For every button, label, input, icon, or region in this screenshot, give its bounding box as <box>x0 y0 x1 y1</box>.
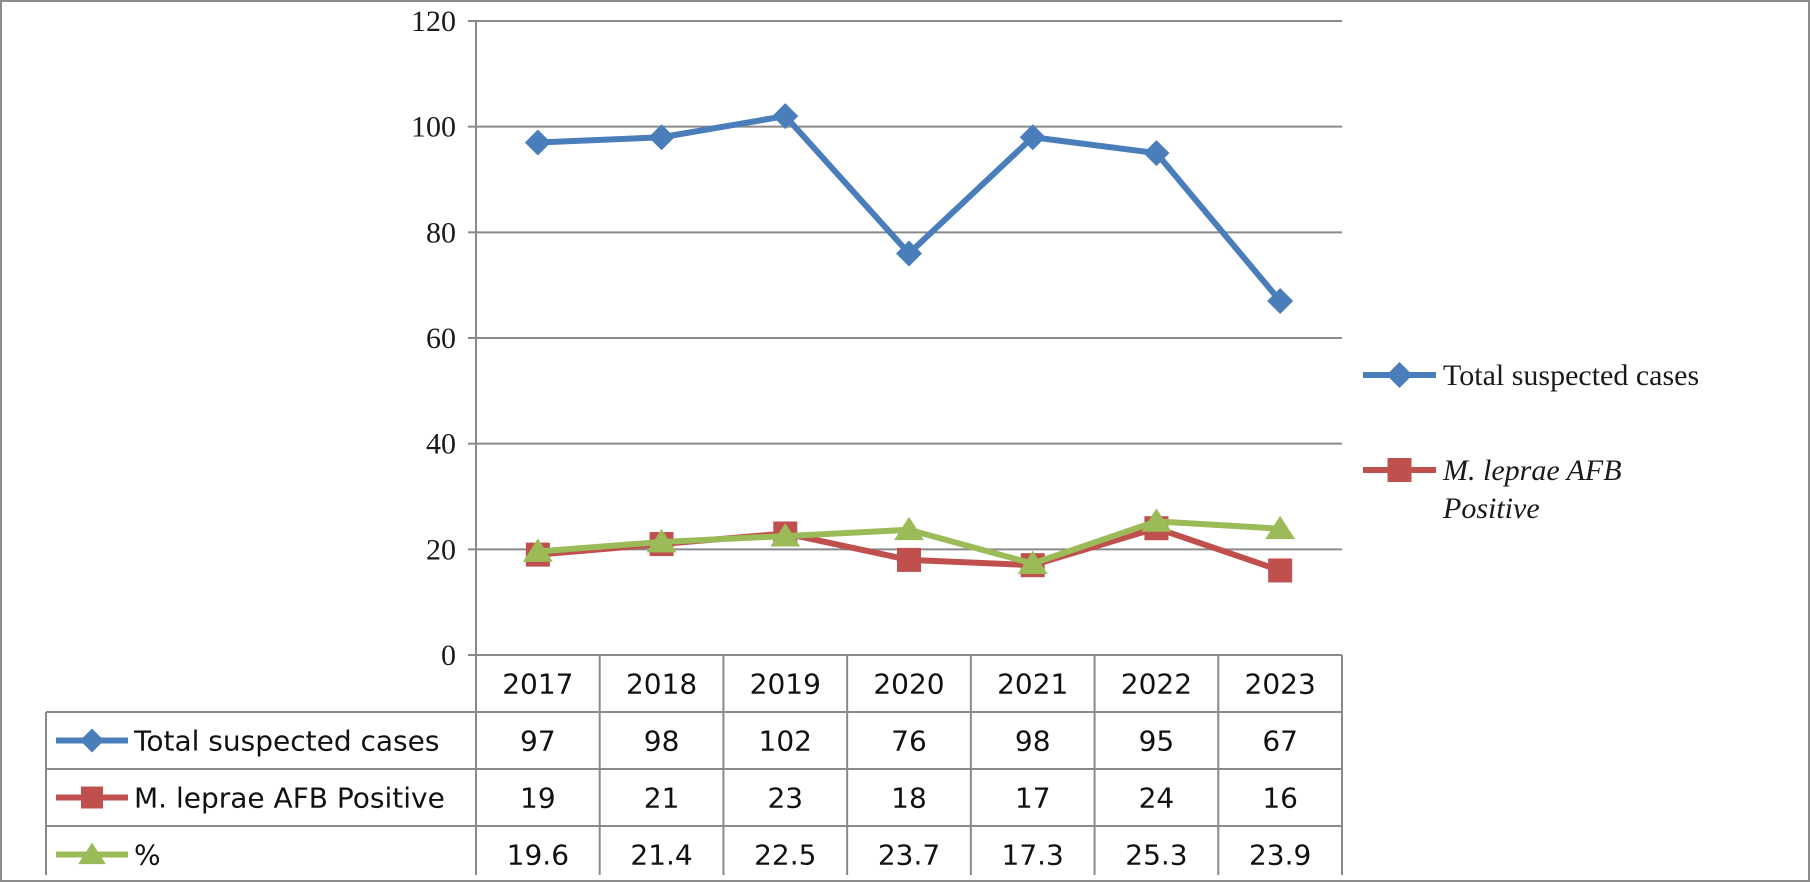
table-cell: 21 <box>644 782 680 815</box>
table-cell: 24 <box>1139 782 1175 815</box>
series-line <box>534 113 1284 305</box>
x-category-label: 2023 <box>1245 668 1316 701</box>
table-cell: 17.3 <box>1002 839 1064 872</box>
row-series-label: Total suspected cases <box>133 725 439 758</box>
data-point <box>897 547 921 572</box>
y-tick-label: 0 <box>441 639 456 672</box>
data-point <box>1141 508 1172 532</box>
table-cell: 19.6 <box>507 839 569 872</box>
data-point <box>648 124 675 151</box>
legend: Total suspected cases M. leprae AFB Positi… <box>1363 359 1699 525</box>
x-category-label: 2018 <box>626 668 697 701</box>
row-legend-marker <box>78 842 106 865</box>
table-cell: 98 <box>644 725 680 758</box>
x-category-label: 2017 <box>502 668 573 701</box>
legend-label: Positive <box>1442 492 1540 525</box>
y-tick-label: 20 <box>426 533 456 566</box>
y-tick-label: 60 <box>426 322 456 355</box>
y-axis: 0 20 40 60 80 100 120 <box>411 5 477 672</box>
data-point <box>894 516 924 541</box>
y-tick-label: 120 <box>411 5 456 38</box>
x-category-label: 2019 <box>750 668 821 701</box>
data-point <box>1143 140 1170 167</box>
legend-marker <box>1387 458 1412 482</box>
data-point <box>896 240 922 267</box>
legend-label: Total suspected cases <box>1443 359 1699 392</box>
table-cell: 22.5 <box>754 839 816 872</box>
row-legend-marker <box>81 786 103 809</box>
table-cell: 102 <box>759 725 812 758</box>
y-tick-label: 40 <box>426 428 456 461</box>
table-cell: 23.7 <box>878 839 940 872</box>
data-point <box>1017 550 1048 574</box>
table-cell: 97 <box>520 725 556 758</box>
x-category-label: 2020 <box>873 668 944 701</box>
data-point <box>1268 558 1293 583</box>
data-point <box>770 523 801 547</box>
table-cell: 17 <box>1015 782 1051 815</box>
series-lines <box>522 103 1296 583</box>
row-legend-marker <box>80 728 104 753</box>
table-cell: 23 <box>767 782 803 815</box>
data-point <box>1267 288 1294 315</box>
table-cell: 16 <box>1262 782 1298 815</box>
y-tick-label: 80 <box>426 216 456 249</box>
x-category-label: 2022 <box>1121 668 1192 701</box>
table-cell: 76 <box>891 725 927 758</box>
x-category-label: 2021 <box>997 668 1068 701</box>
row-series-label: % <box>134 839 161 872</box>
table-cell: 21.4 <box>630 839 692 872</box>
table-cell: 19 <box>520 782 556 815</box>
data-point <box>1265 515 1296 540</box>
data-point <box>772 103 799 130</box>
legend-label: M. leprae AFB <box>1442 454 1622 487</box>
table-cell: 67 <box>1262 725 1298 758</box>
legend-marker <box>1386 362 1413 388</box>
data-point <box>524 129 551 156</box>
table-cell: 95 <box>1139 725 1175 758</box>
y-tick-label: 100 <box>411 111 456 144</box>
table-cell: 25.3 <box>1125 839 1187 872</box>
table-cell: 23.9 <box>1249 839 1311 872</box>
data-point <box>522 538 553 562</box>
table-cell: 18 <box>891 782 927 815</box>
data-point <box>646 528 677 553</box>
data-table: 2017 2018 2019 2020 2021 2022 2023 Total suspec… <box>45 654 1343 875</box>
table-cell: 98 <box>1015 725 1051 758</box>
row-series-label: M. leprae AFB Positive <box>134 782 445 815</box>
data-point <box>1019 124 1046 151</box>
